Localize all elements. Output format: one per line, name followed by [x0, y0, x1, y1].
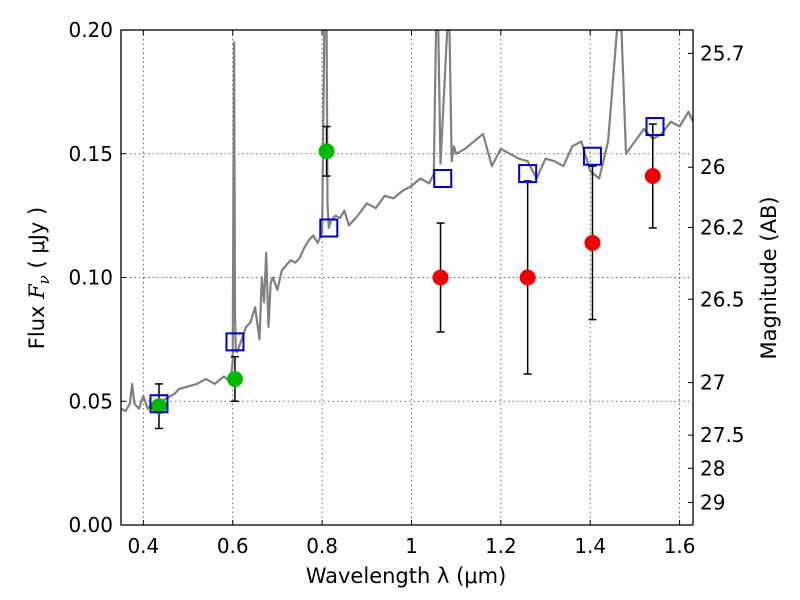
- x-tick-label: 1: [405, 534, 418, 558]
- model-square: [645, 117, 665, 137]
- right-axis-label: Magnitude (AB): [757, 196, 781, 359]
- mag-tick-label: 26: [700, 155, 725, 179]
- spectrum-line: [121, 30, 693, 413]
- y-tick-label: 0.10: [68, 266, 113, 290]
- x-tick-label: 1.2: [485, 534, 517, 558]
- y-axis-label: Flux Fν ( μJy ): [25, 207, 53, 349]
- y-axis-label-symbol: F: [25, 283, 49, 300]
- red-point: [519, 269, 536, 286]
- x-tick-label: 0.4: [127, 534, 159, 558]
- y-tick-label: 0.00: [68, 513, 113, 537]
- mag-tick-label: 28: [700, 456, 725, 480]
- green-point: [150, 398, 167, 415]
- red-point: [584, 234, 601, 251]
- mag-tick-label: 27: [700, 371, 725, 395]
- model-square: [319, 218, 339, 238]
- y-axis-label-subscript: ν: [35, 275, 53, 284]
- model-square: [433, 169, 453, 188]
- green-point: [318, 143, 335, 160]
- model-square: [149, 394, 169, 414]
- red-point: [644, 168, 661, 185]
- red-point: [432, 269, 449, 286]
- mag-tick-label: 26.2: [700, 215, 745, 239]
- mag-tick-label: 27.5: [700, 423, 745, 447]
- model-square: [582, 146, 602, 166]
- model-square: [518, 164, 538, 184]
- model-square: [225, 332, 245, 352]
- x-tick-label: 0.6: [217, 534, 249, 558]
- axis-ticks: 0.4 0.6 0.8 1 1.2 1.4 1.6 0.00 0.05 0.10 0.15 0.20 2…: [68, 18, 744, 558]
- green-point: [226, 370, 243, 387]
- mag-tick-label: 29: [700, 490, 725, 514]
- mag-tick-label: 25.7: [700, 41, 745, 65]
- mag-tick-label: 26.5: [700, 287, 745, 311]
- y-tick-label: 0.20: [68, 18, 113, 42]
- y-tick-label: 0.15: [68, 142, 113, 166]
- y-tick-label: 0.05: [68, 389, 113, 413]
- data-layer: [121, 30, 693, 430]
- y-axis-label-unit: ( μJy ): [25, 207, 49, 275]
- x-axis-label: Wavelength λ (μm): [306, 564, 507, 588]
- x-tick-label: 0.8: [306, 534, 338, 558]
- x-tick-label: 1.6: [664, 534, 696, 558]
- y-axis-label-prefix: Flux: [25, 299, 49, 349]
- x-tick-label: 1.4: [574, 534, 606, 558]
